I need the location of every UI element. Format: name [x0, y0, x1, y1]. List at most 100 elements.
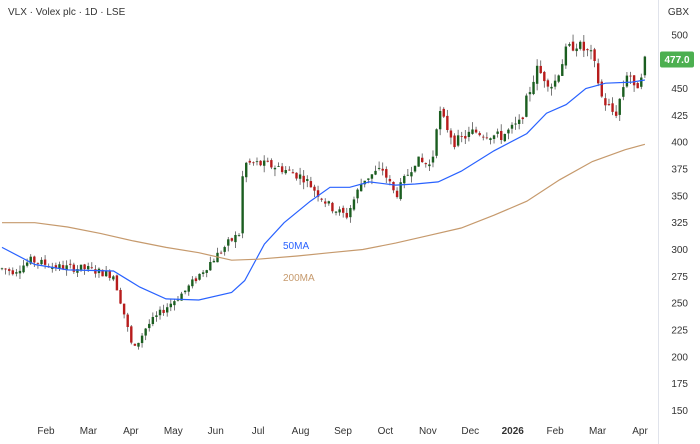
candle-body — [288, 169, 291, 171]
candle-body — [43, 259, 47, 265]
candle-body — [169, 303, 173, 308]
candle-body — [320, 198, 323, 200]
candle-body — [162, 309, 165, 313]
x-tick-label: Feb — [37, 426, 55, 437]
x-tick-label: May — [164, 426, 183, 437]
candle-body — [209, 262, 212, 271]
candle-body — [219, 252, 223, 254]
candle-body — [500, 130, 503, 141]
chart-title: VLX · Volex plc · 1D · LSE — [8, 7, 126, 18]
y-tick-label: 275 — [671, 272, 688, 283]
candle-body — [503, 133, 507, 142]
candle-body — [302, 175, 305, 183]
ma200-label: 200MA — [283, 273, 315, 284]
candle-body — [586, 49, 589, 51]
candle-body — [284, 170, 287, 174]
candle-body — [374, 170, 377, 175]
x-tick-label: Feb — [547, 426, 565, 437]
candle-body — [36, 262, 40, 264]
candle-body — [535, 65, 539, 84]
candle-body — [259, 160, 262, 166]
candle-body — [180, 293, 183, 301]
currency-label[interactable]: GBX — [667, 7, 689, 18]
candle-body — [403, 175, 406, 184]
x-tick-label: Sep — [334, 426, 352, 437]
x-tick-label: Apr — [632, 426, 648, 437]
candle-body — [306, 179, 309, 181]
candle-body — [94, 269, 97, 274]
x-tick-label: Mar — [80, 426, 98, 437]
candle-body — [614, 111, 618, 116]
candle-body — [593, 49, 596, 61]
candle-body — [201, 272, 205, 274]
candle-body — [456, 135, 460, 146]
x-tick-label: Apr — [123, 426, 139, 437]
candle-body — [557, 75, 560, 82]
candle-body — [277, 166, 280, 167]
candle-body — [356, 189, 359, 199]
candle-body — [248, 160, 252, 163]
candle-body — [618, 98, 621, 115]
candle-body — [589, 50, 593, 52]
candle-body — [79, 264, 83, 270]
x-tick-label: Dec — [461, 426, 479, 437]
candle-body — [575, 48, 578, 52]
candle-body — [245, 162, 248, 178]
candle-body — [234, 234, 237, 243]
candle-body — [25, 262, 29, 266]
candle-body — [607, 104, 611, 105]
candle-body — [622, 87, 625, 97]
candle-body — [140, 335, 144, 344]
candle-body — [0, 268, 4, 270]
candle-body — [316, 190, 320, 197]
candle-body — [4, 268, 7, 270]
candle-body — [629, 75, 632, 77]
ma-line-200ma — [2, 143, 646, 261]
candle-body — [112, 276, 115, 280]
candle-body — [478, 133, 481, 136]
candle-body — [11, 270, 14, 275]
candle-body — [108, 270, 111, 278]
candle-body — [482, 136, 485, 138]
candle-body — [334, 211, 338, 213]
y-tick-label: 175 — [671, 379, 688, 390]
candle-body — [596, 63, 600, 84]
candle-body — [636, 83, 639, 89]
y-tick-label: 375 — [671, 165, 688, 176]
candle-body — [471, 129, 474, 134]
candle-body — [431, 156, 435, 163]
candle-body — [183, 290, 187, 293]
candle-body — [86, 266, 90, 270]
candle-body — [438, 111, 442, 130]
candle-body — [324, 201, 327, 204]
candle-body — [72, 264, 76, 272]
candle-body — [223, 247, 226, 252]
candle-body — [435, 129, 438, 156]
candle-body — [65, 265, 68, 271]
candle-body — [561, 64, 564, 76]
candle-body — [385, 169, 388, 178]
candle-body — [270, 160, 273, 168]
candle-body — [166, 307, 169, 313]
candle-body — [309, 181, 313, 188]
candle-body — [327, 201, 331, 204]
candle-body — [345, 212, 348, 218]
candle-body — [104, 270, 108, 277]
candle-body — [252, 162, 255, 164]
y-tick-label: 150 — [671, 406, 688, 417]
y-tick-label: 300 — [671, 245, 688, 256]
candle-body — [640, 77, 643, 87]
candle-body — [449, 130, 453, 138]
candle-body — [176, 299, 180, 301]
candle-body — [155, 315, 158, 318]
candle-body — [352, 199, 356, 210]
candle-body — [546, 80, 550, 87]
candle-body — [76, 269, 79, 273]
candle-body — [273, 167, 277, 170]
candle-body — [517, 119, 521, 125]
candle-body — [600, 81, 603, 97]
candle-body — [280, 166, 284, 173]
candle-body — [532, 81, 535, 95]
candle-body — [625, 75, 629, 87]
